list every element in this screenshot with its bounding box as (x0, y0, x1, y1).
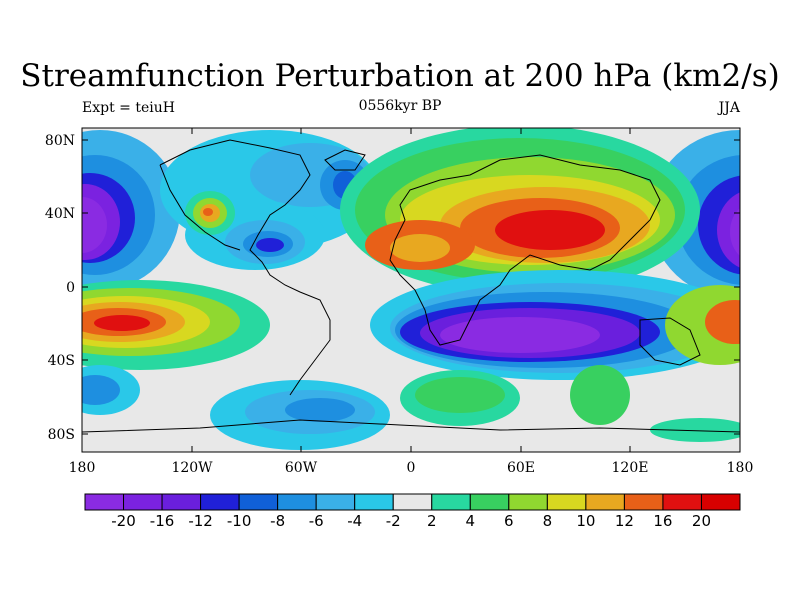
lat-label-80n: 80N (45, 133, 75, 149)
colorbar-swatch (84, 493, 125, 511)
lat-label-40n: 40N (45, 206, 75, 222)
south-pacific-high (82, 280, 740, 425)
lat-label-0: 0 (66, 280, 75, 296)
colorbar-label: -12 (188, 512, 213, 530)
colorbar-swatch (200, 493, 240, 511)
lon-label-120w: 120W (171, 460, 213, 476)
colorbar-label: -16 (149, 512, 175, 530)
colorbar-swatch (585, 493, 625, 511)
colorbar-label: 4 (465, 512, 476, 530)
lon-label-60e: 60E (507, 460, 535, 476)
colorbar-swatch (277, 493, 317, 511)
contour-field (82, 128, 740, 452)
colorbar-label: 20 (691, 512, 712, 530)
colorbar-label: -20 (111, 512, 136, 530)
colorbar-swatch (469, 493, 510, 511)
colorbar-label: -10 (226, 512, 252, 530)
north-pacific-low-west (82, 130, 180, 290)
lat-label-80s: 80S (48, 427, 75, 443)
colorbar-label: 12 (614, 512, 634, 530)
colorbar-swatch (700, 493, 741, 511)
lon-label-0: 0 (407, 460, 416, 476)
lon-label-60w: 60W (285, 460, 318, 476)
time-label: 0556kyr BP (358, 98, 442, 114)
lat-label-40s: 40S (48, 353, 75, 369)
colorbar-label: -6 (308, 512, 324, 530)
south-indian-low (370, 270, 740, 380)
colorbar-swatch (508, 493, 548, 511)
season-label: JJA (718, 100, 740, 116)
southern-ocean (82, 365, 740, 450)
asian-high (340, 128, 700, 295)
colorbar-swatch (623, 493, 664, 511)
lon-label-180e: 180 (727, 460, 754, 476)
colorbar-swatch (431, 493, 471, 511)
colorbar-swatch (354, 493, 394, 511)
lon-label-120e: 120E (612, 460, 649, 476)
colorbar-swatch (315, 493, 356, 511)
colorbar-label: 10 (576, 512, 596, 530)
lon-label-180w: 180 (69, 460, 96, 476)
colorbar-label: -8 (270, 512, 286, 530)
colorbar-label: 6 (504, 512, 514, 530)
lon-tick-marks (81, 128, 741, 452)
colorbar-label: -4 (347, 512, 363, 530)
colorbar-label: 8 (542, 512, 553, 530)
colorbar-swatch (238, 493, 279, 511)
colorbar-label: 16 (653, 512, 673, 530)
map-title: Streamfunction Perturbation at 200 hPa (… (20, 58, 780, 94)
colorbar-swatch (662, 493, 702, 511)
colorbar-swatch (161, 493, 202, 511)
lat-tick-marks (82, 139, 740, 435)
colorbar-swatch (392, 493, 433, 511)
colorbar-swatch (123, 493, 163, 511)
colorbar (84, 493, 741, 511)
colorbar-label: 2 (426, 512, 437, 530)
experiment-label: Expt = teiuH (82, 100, 175, 116)
coastlines (82, 139, 740, 433)
colorbar-swatch (546, 493, 587, 511)
colorbar-label: -2 (385, 512, 401, 530)
